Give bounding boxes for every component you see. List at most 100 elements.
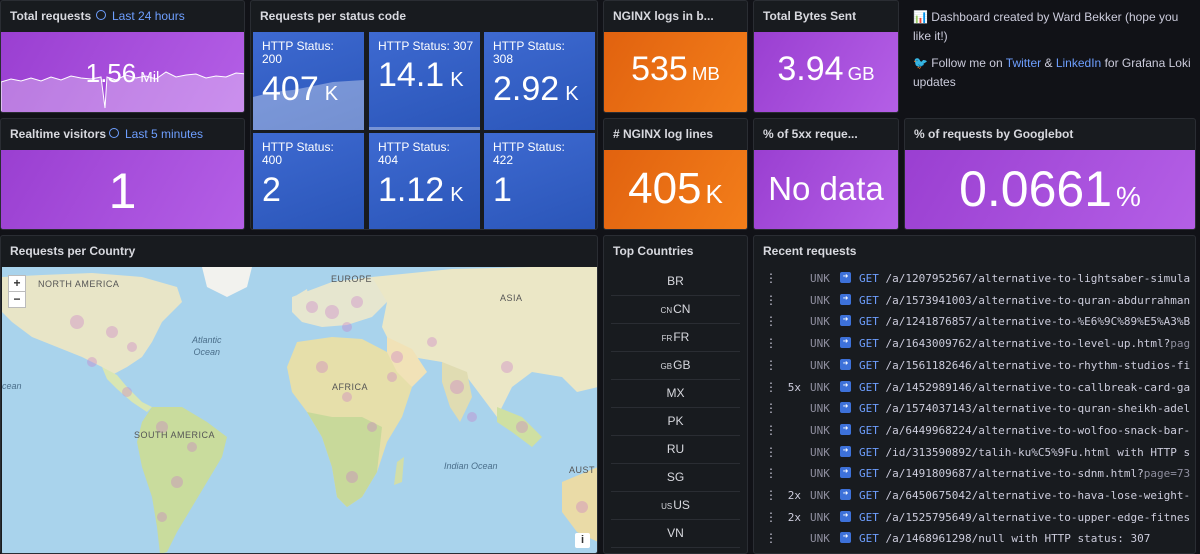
time-range-label: Last 5 minutes (125, 127, 204, 141)
log-path: /a/1452989146/alternative-to-callbreak-c… (885, 380, 1191, 394)
dup-count: 2x (787, 510, 801, 524)
country-row[interactable]: BR (611, 268, 740, 296)
arrow-right-icon: ➜ (840, 358, 851, 370)
row-menu-icon[interactable]: ⋮ (765, 509, 777, 524)
status-value: 14.1 K (378, 56, 464, 94)
row-menu-icon[interactable]: ⋮ (765, 422, 777, 437)
status-308-tile: HTTP Status: 308 2.92 K (484, 32, 595, 130)
log-path: /a/1561182646/alternative-to-rhythm-stud… (885, 358, 1191, 372)
stat-value: No data (768, 170, 884, 207)
row-menu-icon[interactable]: ⋮ (765, 357, 777, 372)
log-row[interactable]: ⋮ UNK ➜ GET /a/1241876857/alternative-to-%E… (754, 311, 1195, 332)
info-line-2: 🐦 Follow me on Twitter & LinkedIn for Gr… (913, 54, 1193, 92)
twitter-link[interactable]: Twitter (1005, 56, 1042, 70)
panel-title: Requests per status code (260, 9, 407, 23)
country-code: GB (673, 358, 691, 372)
log-path: /a/1241876857/alternative-to-%E6%9C%89%E… (885, 315, 1191, 329)
linkedin-link[interactable]: LinkedIn (1055, 56, 1102, 70)
log-path: /a/1574037143/alternative-to-quran-sheik… (885, 402, 1191, 416)
arrow-right-icon: ➜ (840, 402, 851, 414)
log-row[interactable]: ⋮ UNK ➜ GET /a/1573941003/alternative-to-qu… (754, 290, 1195, 311)
log-row[interactable]: ⋮ UNK ➜ GET /a/1491809687/alternative-to-sd… (754, 463, 1195, 484)
status-label: HTTP Status: 400 (262, 140, 334, 167)
log-path: /a/6449968224/alternative-to-wolfoo-snac… (885, 423, 1191, 437)
country-row[interactable]: GBGB (611, 352, 740, 380)
stat-value: 535 MB (631, 50, 720, 88)
recent-requests-panel: Recent requests ⋮ UNK ➜ GET /a/1207952567/a… (753, 235, 1196, 554)
log-path: /a/6450675042/alternative-to-hava-lose-w… (885, 489, 1191, 502)
row-menu-icon[interactable]: ⋮ (765, 401, 777, 416)
log-row[interactable]: ⋮ UNK ➜ GET /a/1561182646/alternative-to-rh… (754, 355, 1195, 376)
map-info-button[interactable]: i (575, 533, 590, 548)
log-path: /a/1525795649/alternative-to-upper-edge-… (885, 510, 1191, 524)
row-menu-icon[interactable]: ⋮ (765, 531, 777, 546)
log-query: pag (1170, 337, 1191, 351)
row-menu-icon[interactable]: ⋮ (765, 379, 777, 394)
row-menu-icon[interactable]: ⋮ (765, 271, 777, 285)
map-label-asia: ASIA (500, 293, 523, 303)
country-row[interactable]: MX (611, 380, 740, 408)
time-range-link[interactable]: Last 5 minutes (109, 127, 203, 141)
googlebot-panel: % of requests by Googlebot 0.0661% (904, 118, 1196, 230)
arrow-right-icon: ➜ (840, 337, 851, 349)
row-menu-icon[interactable]: ⋮ (765, 292, 777, 307)
country-row[interactable]: PK (611, 408, 740, 436)
row-menu-icon[interactable]: ⋮ (765, 444, 777, 459)
status-value: 2.92 K (493, 70, 579, 108)
info-text: for Grafana Loki updates (913, 56, 1191, 89)
sparkline (1, 71, 244, 112)
log-row[interactable]: ⋮ UNK ➜ GET /a/1574037143/alternative-to-qu… (754, 398, 1195, 419)
status-label: HTTP Status: 307 (378, 39, 474, 53)
log-level: UNK (810, 380, 830, 394)
nginx-logs-bytes-panel: NGINX logs in b... 535 MB (603, 0, 748, 113)
sparkline (253, 80, 364, 130)
log-row[interactable]: ⋮ 5x UNK ➜ GET /a/1452989146/alternative-to-… (754, 377, 1195, 398)
log-row[interactable]: ⋮ 2x UNK ➜ GET /a/6450675042/alternative-to-… (754, 485, 1195, 506)
log-row[interactable]: ⋮ 2x UNK ➜ GET /a/1525795649/alternative-to-… (754, 507, 1195, 528)
panel-title: Total requests (10, 9, 92, 23)
row-menu-icon[interactable]: ⋮ (765, 466, 777, 481)
country-code: SG (666, 470, 685, 484)
row-menu-icon[interactable]: ⋮ (765, 336, 777, 351)
stat-background: 405 K (604, 150, 747, 229)
map-label-australia: AUST (569, 465, 596, 475)
row-menu-icon[interactable]: ⋮ (765, 314, 777, 329)
http-method: GET (859, 489, 879, 502)
log-line: GET /a/1573941003/alternative-to-quran-a… (859, 294, 1190, 307)
country-row[interactable]: FRFR (611, 324, 740, 352)
nginx-log-lines-panel: # NGINX log lines 405 K (603, 118, 748, 230)
map-label-indian-ocean: Indian Ocean (444, 461, 498, 471)
country-row[interactable]: SG (611, 464, 740, 492)
country-row[interactable]: VN (611, 520, 740, 548)
log-row[interactable]: ⋮ UNK ➜ GET /a/1468961298/null with HTTP st… (754, 528, 1195, 549)
country-row[interactable]: USUS (611, 492, 740, 520)
arrow-right-icon: ➜ (840, 532, 851, 544)
dup-count: 2x (787, 489, 801, 502)
clock-icon (96, 10, 106, 20)
country-row[interactable]: CNCN (611, 296, 740, 324)
world-map[interactable]: NORTH AMERICA EUROPE ASIA AFRICA SOUTH A… (2, 267, 597, 553)
map-label-europe: EUROPE (331, 274, 373, 284)
log-row[interactable]: ⋮ UNK ➜ GET /a/6449968224/alternative-to-wo… (754, 420, 1195, 441)
log-line: GET /a/1468961298/null with HTTP status:… (859, 532, 1150, 545)
row-menu-icon[interactable]: ⋮ (765, 488, 777, 502)
log-row[interactable]: ⋮ UNK ➜ GET /id/313590892/talih-ku%C5%9Fu.h… (754, 442, 1195, 463)
log-level: UNK (810, 272, 830, 285)
http-method: GET (859, 402, 879, 416)
http-method: GET (859, 358, 879, 372)
status-400-tile: HTTP Status: 400 2 (253, 133, 364, 229)
log-line: GET /a/1241876857/alternative-to-%E6%9C%… (859, 315, 1190, 328)
zoom-in-button[interactable]: + (8, 275, 26, 292)
log-level: UNK (810, 467, 830, 481)
log-row[interactable]: ⋮ UNK ➜ GET /a/1643009762/alternative-to-le… (754, 333, 1195, 354)
country-row[interactable]: RU (611, 436, 740, 464)
panel-title: Realtime visitors (10, 127, 107, 141)
total-bytes-sent-panel: Total Bytes Sent 3.94 GB (753, 0, 899, 113)
log-row[interactable]: ⋮ UNK ➜ GET /a/1207952567/alternative-to-li… (754, 268, 1195, 289)
stat-value: 3.94 GB (777, 50, 875, 88)
zoom-out-button[interactable]: − (8, 291, 26, 308)
time-range-link[interactable]: Last 24 hours (96, 9, 185, 23)
log-level: UNK (810, 445, 830, 459)
log-level: UNK (810, 293, 830, 307)
map-label-africa: AFRICA (332, 382, 369, 392)
